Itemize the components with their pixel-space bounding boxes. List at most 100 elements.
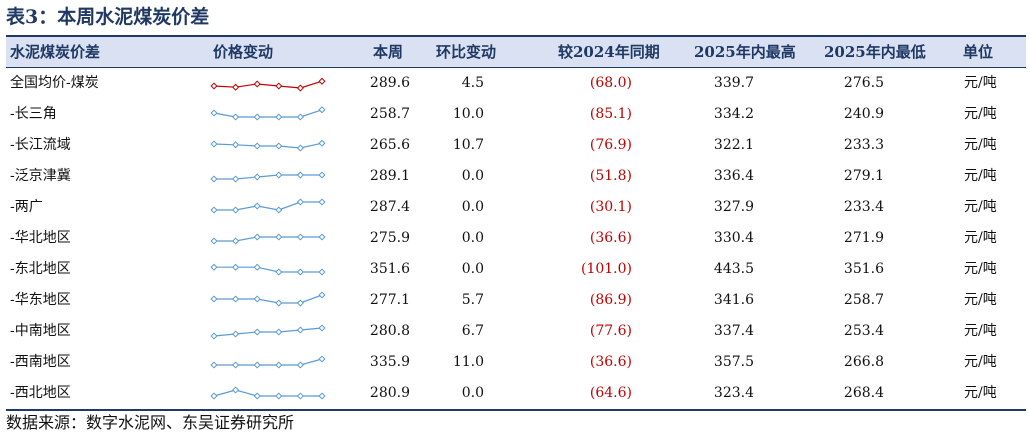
table-row: -长三角 258.7 10.0 (85.1) 334.2 240.9 元/吨 (6, 99, 1026, 130)
row-this-week: 287.4 (369, 199, 410, 215)
table-header: 水泥煤炭价差 价格变动 本周 环比变动 较2024年同期 2025年内最高 20… (6, 35, 1026, 68)
row-2025-high: 322.1 (713, 137, 754, 153)
header-wow-change: 环比变动 (436, 43, 497, 61)
row-unit: 元/吨 (964, 230, 997, 246)
header-name: 水泥煤炭价差 (10, 43, 101, 61)
sparkline-marker (253, 295, 261, 303)
row-this-week: 265.6 (369, 137, 410, 153)
sparkline-marker (253, 233, 261, 241)
row-2025-low: 253.4 (843, 323, 884, 339)
price-sparkline (210, 355, 326, 369)
row-yoy: (51.8) (589, 168, 632, 184)
row-this-week: 335.9 (369, 354, 410, 370)
table-row: -华东地区 277.1 5.7 (86.9) 341.6 258.7 元/吨 (6, 285, 1026, 316)
sparkline-marker (232, 141, 240, 149)
row-name: -长三角 (10, 106, 57, 122)
row-2025-low: 233.3 (843, 137, 884, 153)
row-unit: 元/吨 (964, 323, 997, 339)
row-wow-change: 0.0 (461, 199, 484, 215)
price-sparkline (210, 198, 326, 214)
sparkline-marker (296, 113, 304, 121)
sparkline-line (214, 266, 322, 273)
sparkline-marker (210, 263, 218, 271)
table-row: -华北地区 275.9 0.0 (36.6) 330.4 271.9 元/吨 (6, 223, 1026, 254)
price-sparkline (210, 77, 326, 92)
row-2025-low: 240.9 (843, 106, 884, 122)
sparkline-marker (210, 361, 218, 369)
sparkline-marker (318, 171, 326, 179)
row-this-week: 280.8 (369, 323, 410, 339)
row-yoy: (76.9) (589, 137, 632, 153)
row-unit: 元/吨 (964, 106, 997, 122)
sparkline-marker (296, 392, 304, 400)
sparkline-marker (275, 268, 283, 276)
sparkline-marker (318, 268, 326, 276)
sparkline-marker (296, 268, 304, 276)
sparkline-marker (232, 263, 240, 271)
row-yoy: (30.1) (589, 199, 632, 215)
sparkline-marker (296, 198, 304, 206)
row-unit: 元/吨 (964, 199, 997, 215)
sparkline-marker (296, 171, 304, 179)
sparkline-marker (253, 328, 261, 336)
sparkline-marker (318, 392, 326, 400)
row-2025-high: 341.6 (713, 292, 754, 308)
row-unit: 元/吨 (964, 292, 997, 308)
row-name: -中南地区 (10, 323, 71, 339)
row-unit: 元/吨 (964, 385, 997, 401)
source-note: 数据来源：数字水泥网、东吴证券研究所 (6, 413, 295, 432)
sparkline-marker (275, 142, 283, 150)
row-name: -两广 (10, 199, 43, 215)
row-wow-change: 0.0 (461, 385, 484, 401)
row-wow-change: 0.0 (461, 261, 484, 277)
row-wow-change: 0.0 (461, 230, 484, 246)
price-sparkline (210, 139, 326, 152)
sparkline-marker (210, 237, 218, 245)
sparkline-marker (210, 206, 218, 214)
row-unit: 元/吨 (964, 75, 997, 91)
sparkline-marker (318, 139, 326, 147)
sparkline-line (213, 389, 322, 397)
sparkline-marker (318, 324, 326, 332)
row-wow-change: 6.7 (461, 323, 484, 339)
row-yoy: (64.6) (589, 385, 632, 401)
price-sparkline (210, 263, 326, 276)
row-wow-change: 10.7 (452, 137, 484, 153)
table-body: 全国均价-煤炭 289.6 4.5 (68.0) 339.7 276.5 元/吨 -长三角 25… (6, 68, 1026, 411)
sparkline-marker (318, 106, 326, 114)
row-wow-change: 5.7 (461, 292, 484, 308)
sparkline-marker (253, 80, 261, 88)
sparkline-marker (318, 355, 326, 363)
sparkline-line (213, 142, 323, 149)
sparkline-marker (232, 83, 240, 91)
row-yoy: (68.0) (589, 75, 632, 91)
row-this-week: 289.6 (369, 75, 410, 91)
sparkline-marker (232, 361, 240, 369)
row-2025-low: 258.7 (843, 292, 884, 308)
sparkline-marker (296, 299, 304, 307)
sparkline-line (213, 109, 323, 118)
row-wow-change: 0.0 (461, 168, 484, 184)
row-2025-high: 337.4 (713, 323, 754, 339)
sparkline-marker (210, 140, 218, 148)
sparkline-marker (253, 392, 261, 400)
row-2025-high: 357.5 (713, 354, 754, 370)
row-2025-high: 336.4 (713, 168, 754, 184)
sparkline-marker (210, 392, 218, 400)
sparkline-marker (275, 328, 283, 336)
sparkline-marker (210, 295, 218, 303)
price-sparkline (210, 106, 326, 121)
header-2025-low: 2025年内最低 (824, 43, 926, 61)
row-name: -泛京津冀 (10, 168, 71, 184)
row-2025-low: 233.4 (843, 199, 884, 215)
price-sparkline (210, 291, 326, 307)
row-2025-low: 276.5 (843, 75, 884, 91)
row-2025-high: 330.4 (713, 230, 754, 246)
sparkline-marker (210, 175, 218, 183)
row-name: -长江流域 (10, 137, 71, 153)
sparkline-marker (232, 206, 240, 214)
sparkline-marker (275, 113, 283, 121)
header-yoy: 较2024年同期 (558, 43, 660, 61)
sparkline-marker (210, 109, 218, 117)
sparkline-marker (318, 233, 326, 241)
